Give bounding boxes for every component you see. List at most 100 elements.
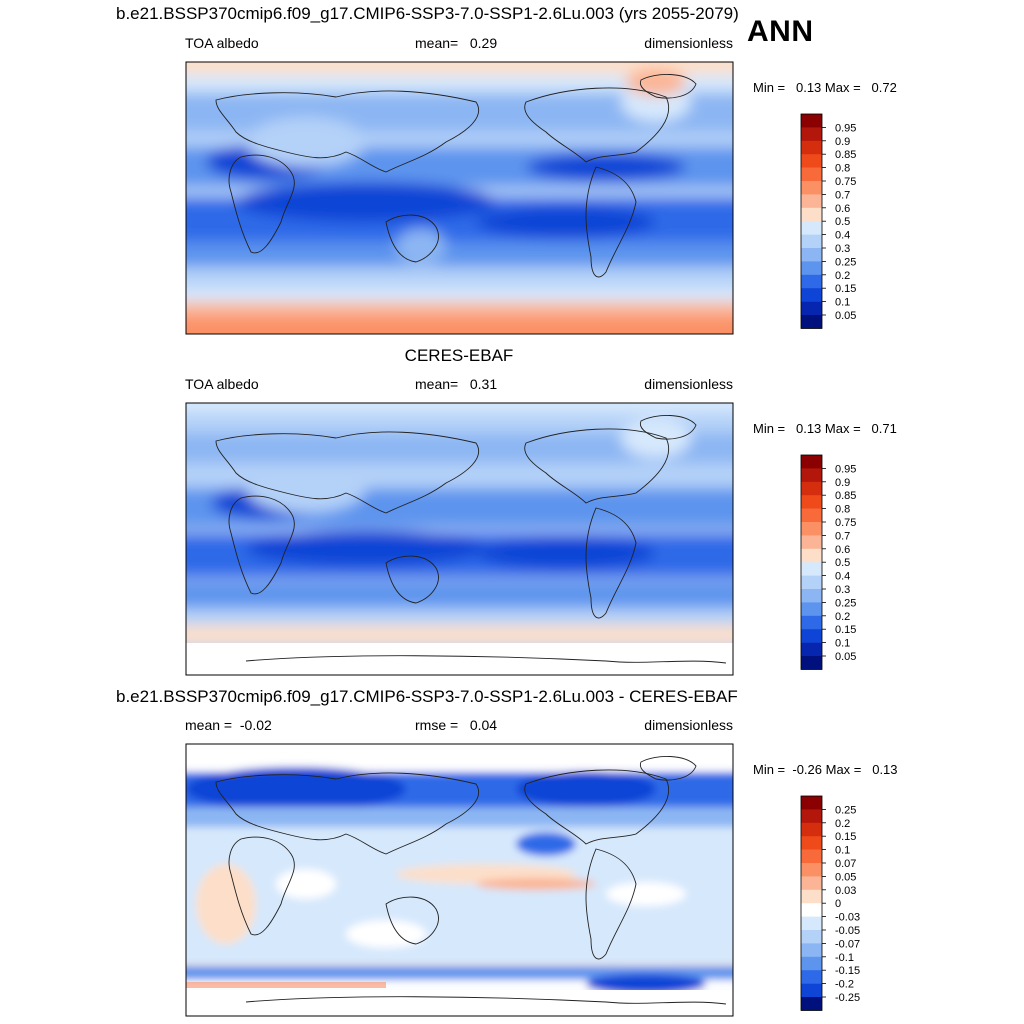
colorbar-2-label: 0.8 [835, 504, 850, 516]
panel1-variable: TOA albedo [185, 35, 259, 51]
colorbar-3-swatch [801, 970, 822, 984]
colorbar-2-label: 0.05 [835, 651, 856, 663]
colorbar-3-label: -0.2 [835, 979, 854, 991]
colorbar-1-label: 0.8 [835, 163, 850, 175]
map2-frame [185, 402, 734, 676]
colorbar-1-label: 0.7 [835, 189, 850, 201]
colorbar-1-swatch [801, 194, 822, 209]
colorbar-3-label: 0.1 [835, 845, 850, 857]
map1 [186, 62, 733, 334]
colorbar-1-swatch [801, 274, 822, 289]
panel1-title: b.e21.BSSP370cmip6.f09_g17.CMIP6-SSP3-7.… [116, 4, 739, 23]
colorbar-2-swatch [801, 589, 822, 603]
colorbar-2-label: 0.95 [835, 463, 856, 475]
panel1-minmax: Min = 0.13 Max = 0.72 [753, 80, 897, 95]
panel3-title: b.e21.BSSP370cmip6.f09_g17.CMIP6-SSP3-7.… [116, 687, 738, 706]
panel1-mean: mean= 0.29 [415, 35, 498, 51]
colorbar-3-swatch [801, 889, 822, 904]
colorbar-2-label: 0.5 [835, 557, 850, 569]
colorbar-3-label: -0.25 [835, 992, 860, 1004]
colorbar-3-label: 0.05 [835, 871, 856, 883]
colorbar-2-swatch [801, 468, 822, 483]
map3-frame [185, 743, 734, 1017]
colorbar-1-swatch [801, 315, 822, 329]
colorbar-2-label: 0.9 [835, 477, 850, 489]
colorbar-1-swatch [801, 114, 822, 128]
colorbar-1-label: 0.1 [835, 297, 850, 309]
colorbar-3: 0.250.20.150.10.070.050.030-0.03-0.05-0.… [800, 795, 860, 1011]
panel2-mean: mean= 0.31 [415, 376, 498, 392]
colorbar-1-swatch [801, 207, 822, 222]
panel2-variable: TOA albedo [185, 376, 259, 392]
colorbar-3-swatch [801, 903, 822, 917]
colorbar-3-swatch [801, 997, 822, 1011]
colorbar-2-swatch [801, 481, 822, 496]
colorbar-3-label: -0.05 [835, 925, 860, 937]
colorbar-1-swatch [801, 140, 822, 155]
colorbar-2-label: 0.3 [835, 584, 850, 596]
colorbar-1-label: 0.95 [835, 122, 856, 134]
colorbar-3-label: 0.03 [835, 885, 856, 897]
colorbar-2-swatch [801, 522, 822, 536]
colorbar-2-label: 0.85 [835, 490, 856, 502]
colorbar-2-swatch [801, 575, 822, 590]
panel3-mean: mean = -0.02 [185, 717, 272, 733]
colorbar-2-swatch [801, 455, 822, 469]
colorbar-3-swatch [801, 849, 822, 864]
map2 [186, 403, 733, 675]
colorbar-3-swatch [801, 809, 822, 824]
colorbar-3-swatch [801, 956, 822, 971]
colorbar-3-swatch [801, 836, 822, 850]
colorbar-3-swatch [801, 863, 822, 877]
colorbar-2-swatch [801, 548, 822, 563]
colorbar-3-swatch [801, 876, 822, 891]
colorbar-3-swatch [801, 822, 822, 837]
colorbar-2-swatch [801, 656, 822, 670]
panel2-title: CERES-EBAF [404, 346, 514, 365]
colorbar-3-label: -0.15 [835, 965, 860, 977]
colorbar-2-label: 0.1 [835, 638, 850, 650]
colorbar-1-label: 0.2 [835, 270, 850, 282]
colorbar-3-label: 0.2 [835, 818, 850, 830]
colorbar-1-label: 0.6 [835, 203, 850, 215]
panel3-minmax: Min = -0.26 Max = 0.13 [753, 762, 898, 777]
colorbar-3-label: 0 [835, 898, 841, 910]
colorbar-1-label: 0.9 [835, 136, 850, 148]
colorbar-1-swatch [801, 154, 822, 168]
season-label: ANN [747, 15, 814, 48]
colorbar-1: 0.95 0.90.85 0.80.750.7 0.60.5 0.40.30.25 0.2… [800, 113, 856, 329]
colorbar-1-swatch [801, 221, 822, 235]
colorbar-3-swatch [801, 930, 822, 944]
colorbar-2-swatch [801, 602, 822, 617]
colorbar-1-label: 0.75 [835, 176, 856, 188]
colorbar-3-label: -0.1 [835, 952, 854, 964]
colorbar-2-label: 0.25 [835, 597, 856, 609]
colorbar-3-label: -0.07 [835, 938, 860, 950]
colorbar-3-swatch [801, 916, 822, 931]
colorbar-2-swatch [801, 508, 822, 523]
colorbar-2-label: 0.75 [835, 517, 856, 529]
colorbar-3-label: 0.07 [835, 858, 856, 870]
panel3-units: dimensionless [644, 717, 733, 733]
colorbar-1-label: 0.5 [835, 216, 850, 228]
panel3-rmse: rmse = 0.04 [415, 717, 498, 733]
colorbar-2-swatch [801, 615, 822, 630]
colorbar-2-swatch [801, 642, 822, 657]
colorbar-1-swatch [801, 234, 822, 249]
panel2-minmax: Min = 0.13 Max = 0.71 [753, 421, 897, 436]
colorbar-2-label: 0.4 [835, 571, 850, 583]
map3 [186, 744, 733, 1016]
colorbar-1-label: 0.4 [835, 230, 850, 242]
panel1-units: dimensionless [644, 35, 733, 51]
colorbar-1-swatch [801, 288, 822, 302]
colorbar-3-swatch [801, 943, 822, 958]
colorbar-3-label: -0.03 [835, 912, 860, 924]
colorbar-2-label: 0.15 [835, 624, 856, 636]
colorbar-2-swatch [801, 495, 822, 509]
colorbar-1-swatch [801, 301, 822, 316]
colorbar-2-label: 0.2 [835, 611, 850, 623]
colorbar-2: 0.95 0.90.85 0.80.750.7 0.60.5 0.40.30.25 0.2… [800, 454, 856, 670]
colorbar-1-label: 0.25 [835, 256, 856, 268]
colorbar-3-label: 0.15 [835, 831, 856, 843]
